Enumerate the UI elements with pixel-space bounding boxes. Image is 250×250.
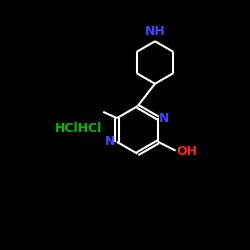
Text: N: N xyxy=(105,136,116,148)
Text: NH: NH xyxy=(144,25,166,38)
Text: N: N xyxy=(159,112,170,124)
Text: OH: OH xyxy=(177,146,198,158)
Text: HClHCl: HClHCl xyxy=(55,122,102,135)
